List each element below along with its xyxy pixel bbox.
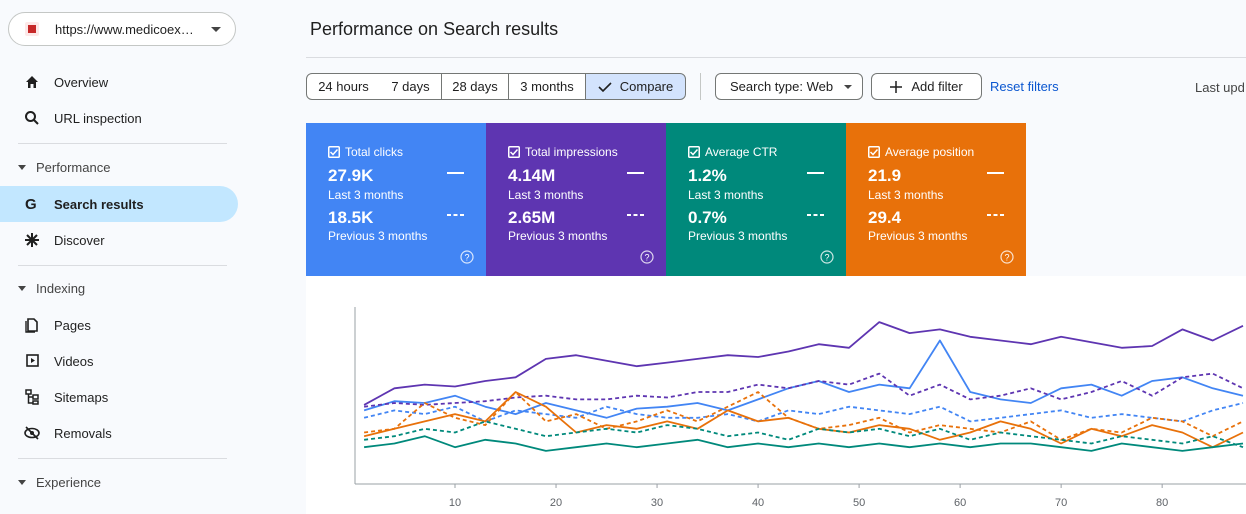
- nav-label: Pages: [54, 317, 91, 333]
- add-filter-button[interactable]: Add filter: [871, 73, 982, 100]
- range-label: 3 months: [520, 79, 574, 94]
- nav-label: Videos: [54, 353, 94, 369]
- range-label: 24 hours: [318, 79, 369, 94]
- metric-previous: 0.7%: [688, 208, 727, 227]
- range-button[interactable]: 7 days: [380, 73, 442, 100]
- x-tick-label: 40: [752, 497, 764, 509]
- x-tick-label: 20: [550, 497, 562, 509]
- svg-text:G: G: [25, 196, 37, 212]
- nav-discover[interactable]: Discover: [0, 222, 238, 258]
- metric-checkbox[interactable]: [688, 146, 700, 158]
- series-line: [363, 435, 1244, 452]
- metric-current: 21.9: [868, 166, 902, 185]
- metric-previous: 29.4: [868, 208, 902, 227]
- chart-panel: [306, 276, 1246, 514]
- compare-button[interactable]: Compare: [585, 73, 686, 100]
- nav-overview[interactable]: Overview: [0, 64, 238, 100]
- metric-previous-period: Previous 3 months: [868, 229, 968, 243]
- reset-filters-link[interactable]: Reset filters: [990, 79, 1059, 94]
- section-title: Experience: [36, 475, 102, 490]
- metric-current-period: Last 3 months: [328, 188, 404, 202]
- x-tick-label: 50: [853, 497, 865, 509]
- search-type-dropdown[interactable]: Search type: Web: [715, 73, 863, 100]
- metric-previous: 18.5K: [328, 208, 374, 227]
- line-style-icons: [447, 172, 464, 216]
- nav-section[interactable]: Indexing: [18, 281, 85, 296]
- range-label: 28 days: [452, 79, 498, 94]
- nav-removals[interactable]: Removals: [0, 415, 238, 451]
- help-icon[interactable]: ?: [640, 250, 654, 264]
- nav-url-inspection[interactable]: URL inspection: [0, 100, 238, 136]
- nav-section[interactable]: Performance: [18, 160, 110, 175]
- page-title: Performance on Search results: [310, 19, 559, 39]
- metric-name: Total clicks: [345, 145, 404, 159]
- metric-name: Total impressions: [525, 145, 618, 159]
- metric-checkbox[interactable]: [868, 146, 880, 158]
- nav-pages[interactable]: Pages: [0, 307, 238, 343]
- range-button[interactable]: 3 months: [508, 73, 586, 100]
- svg-text:?: ?: [1004, 253, 1009, 263]
- metric-current-period: Last 3 months: [868, 188, 944, 202]
- section-title: Performance: [36, 160, 111, 175]
- metric-current: 1.2%: [688, 166, 727, 185]
- series-line-dashed: [363, 391, 1244, 441]
- metric-previous-period: Previous 3 months: [688, 229, 788, 243]
- line-style-icons: [807, 172, 824, 216]
- x-tick-label: 10: [449, 497, 461, 509]
- metric-previous-period: Previous 3 months: [508, 229, 608, 243]
- nav-sitemaps[interactable]: Sitemaps: [0, 379, 238, 415]
- metric-card[interactable]: Average position 21.9 Last 3 months 29.4 Pre…: [846, 123, 1026, 276]
- property-url: https://www.medicoex…: [55, 22, 194, 37]
- x-tick-label: 70: [1055, 497, 1067, 509]
- nav-label: Search results: [54, 196, 144, 212]
- x-tick-label: 80: [1156, 497, 1168, 509]
- metric-current-period: Last 3 months: [508, 188, 584, 202]
- metric-card[interactable]: Total impressions 4.14M Last 3 months 2.65M…: [486, 123, 666, 276]
- x-tick-label: 60: [954, 497, 966, 509]
- range-button[interactable]: 24 hours: [306, 73, 381, 100]
- metric-card[interactable]: Average CTR 1.2% Last 3 months 0.7% Previous…: [666, 123, 846, 276]
- metric-current-period: Last 3 months: [688, 188, 764, 202]
- metric-previous: 2.65M: [508, 208, 556, 227]
- last-updated: Last upd: [1195, 80, 1245, 95]
- nav-label: URL inspection: [54, 110, 142, 126]
- metric-checkbox[interactable]: [328, 146, 340, 158]
- help-icon[interactable]: ?: [820, 250, 834, 264]
- series-line: [363, 321, 1244, 406]
- property-selector[interactable]: https://www.medicoex…: [8, 12, 236, 46]
- metric-name: Average position: [885, 145, 975, 159]
- section-title: Indexing: [36, 281, 86, 296]
- svg-text:?: ?: [644, 253, 649, 263]
- line-style-icons: [987, 172, 1004, 216]
- button-label: Add filter: [911, 79, 963, 94]
- help-icon[interactable]: ?: [1000, 250, 1014, 264]
- svg-text:?: ?: [464, 253, 469, 263]
- range-label: 7 days: [391, 79, 430, 94]
- metric-card[interactable]: Total clicks 27.9K Last 3 months 18.5K Previ…: [306, 123, 486, 276]
- nav-label: Removals: [54, 425, 112, 441]
- nav-videos[interactable]: Videos: [0, 343, 238, 379]
- range-label: Compare: [619, 79, 674, 94]
- metric-previous-period: Previous 3 months: [328, 229, 428, 243]
- dropdown-label: Search type: Web: [730, 79, 834, 94]
- metric-current: 27.9K: [328, 166, 374, 185]
- series-line-dashed: [363, 372, 1244, 408]
- series-line-dashed: [363, 420, 1244, 449]
- nav-label: Sitemaps: [54, 389, 109, 405]
- x-tick-label: 30: [651, 497, 663, 509]
- nav-section[interactable]: Experience: [18, 475, 101, 490]
- nav-search-results[interactable]: G Search results: [0, 186, 238, 222]
- svg-text:?: ?: [824, 253, 829, 263]
- help-icon[interactable]: ?: [460, 250, 474, 264]
- metric-name: Average CTR: [705, 145, 778, 159]
- metric-current: 4.14M: [508, 166, 556, 185]
- metric-checkbox[interactable]: [508, 146, 520, 158]
- line-style-icons: [627, 172, 644, 216]
- nav-label: Overview: [54, 74, 109, 90]
- nav-label: Discover: [54, 232, 105, 248]
- range-button[interactable]: 28 days: [441, 73, 509, 100]
